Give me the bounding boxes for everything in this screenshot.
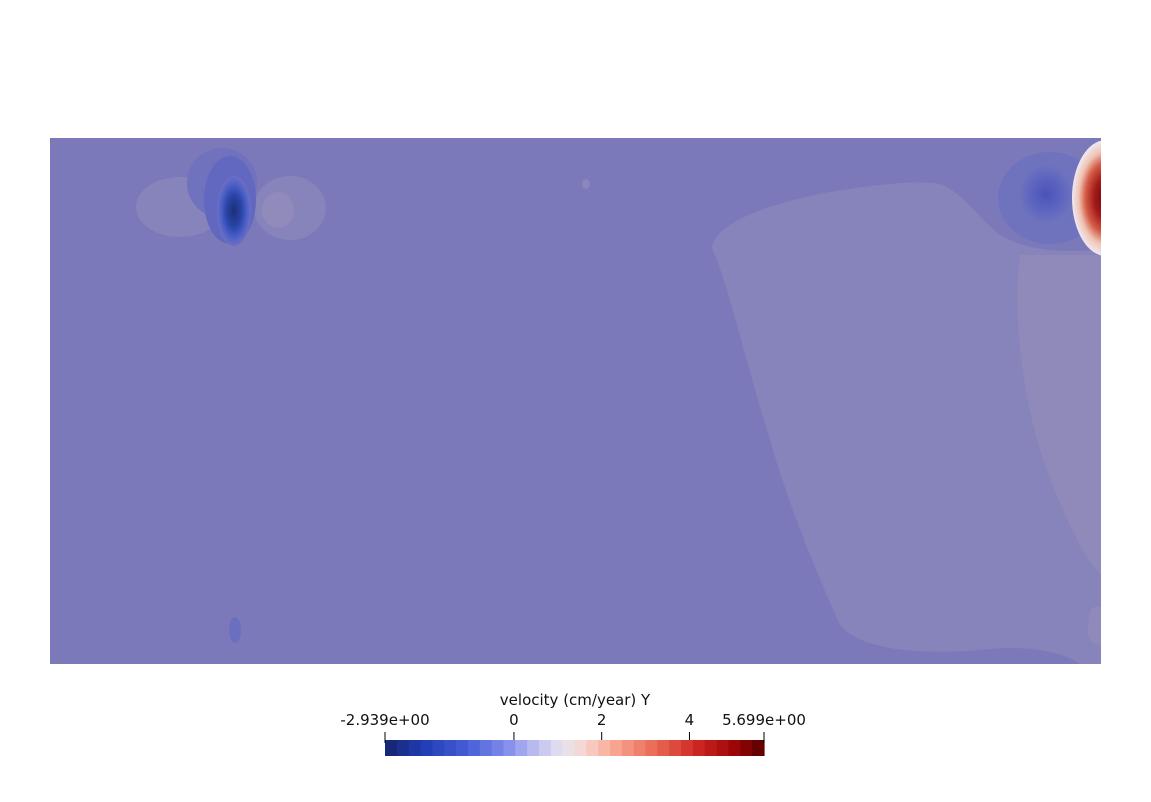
colorbar-min-label: -2.939e+00 [340, 711, 429, 729]
light-lobe-right-core [262, 192, 294, 228]
colorbar-band [538, 740, 552, 756]
colorbar-band [752, 740, 765, 756]
colorbar-band [621, 740, 635, 756]
colorbar-band [669, 740, 682, 756]
colorbar-band [633, 740, 647, 756]
velocity-field [50, 138, 1101, 664]
colorbar-band [515, 740, 528, 756]
colorbar-tick-label: 4 [685, 711, 695, 729]
colorbar-band [432, 740, 445, 756]
light-region-bottom-right [1087, 605, 1101, 645]
colorbar-band [728, 740, 741, 756]
colorbar: velocity (cm/year) Y -2.939e+00 5.699e+0… [340, 691, 806, 756]
colorbar-max-label: 5.699e+00 [722, 711, 806, 729]
colorbar-band [574, 740, 587, 756]
neg-anomaly-core [217, 176, 251, 246]
colorbar-band [610, 740, 623, 756]
neg-right-core [1018, 164, 1074, 224]
colorbar-band [598, 740, 611, 756]
colorbar-band [716, 740, 730, 756]
colorbar-ticks: 0 2 4 [509, 711, 694, 743]
colorbar-band [657, 740, 670, 756]
colorbar-tick-label: 2 [597, 711, 607, 729]
colorbar-band [385, 740, 398, 756]
colorbar-band [550, 740, 564, 756]
colorbar-band [704, 740, 718, 756]
colorbar-title: velocity (cm/year) Y [500, 691, 651, 709]
colorbar-band [681, 740, 694, 756]
colorbar-band [444, 740, 457, 756]
colorbar-band [491, 740, 505, 756]
colorbar-band [740, 740, 753, 756]
colorbar-band [420, 740, 433, 756]
light-region-inner [1017, 255, 1101, 575]
colorbar-band [645, 740, 658, 756]
colorbar-band [562, 740, 576, 756]
colorbar-bands [385, 740, 765, 756]
colorbar-band [692, 740, 706, 756]
colorbar-tick-label: 0 [509, 711, 519, 729]
light-region-large [712, 182, 1101, 664]
pos-anomaly [1072, 140, 1101, 256]
colorbar-band [467, 740, 481, 756]
colorbar-band [408, 740, 422, 756]
neg-small-spot [229, 617, 241, 643]
colorbar-band [396, 740, 410, 756]
tiny-spot [582, 179, 590, 189]
colorbar-band [479, 740, 493, 756]
colorbar-band [586, 740, 599, 756]
colorbar-band [503, 740, 516, 756]
colorbar-band [527, 740, 540, 756]
colorbar-band [456, 740, 469, 756]
